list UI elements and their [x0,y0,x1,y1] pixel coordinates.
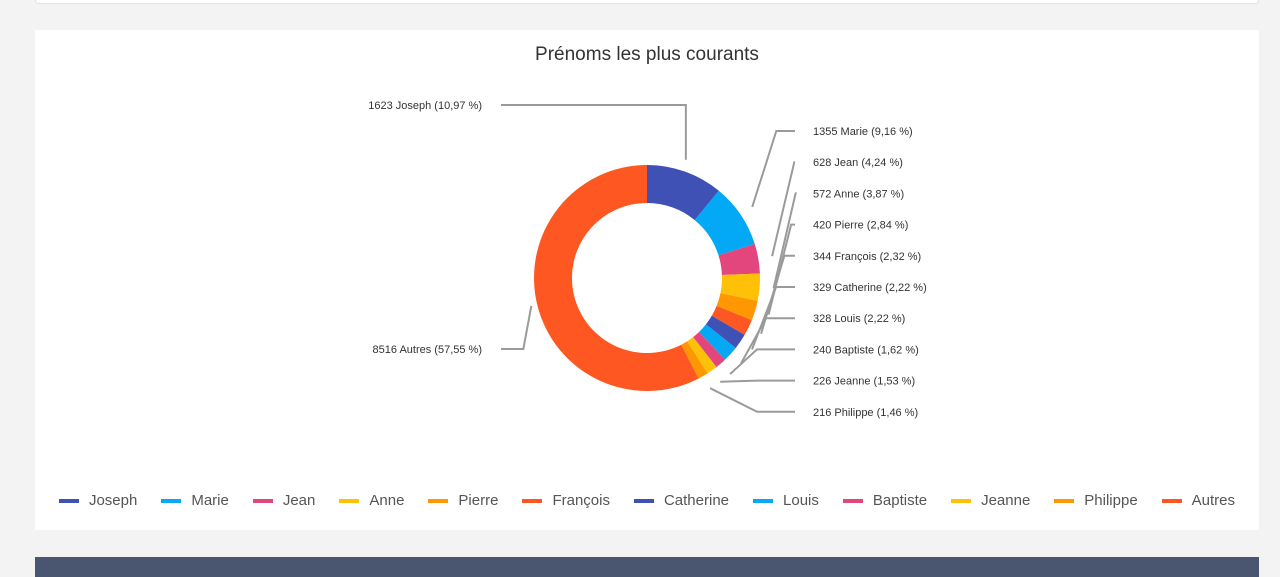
label-connector [740,317,795,364]
slice-joseph[interactable] [647,165,719,221]
data-label: 420 Pierre (2,84 %) [813,220,908,232]
label-connector [767,223,795,315]
data-label: 216 Philippe (1,46 %) [813,407,918,419]
slice-catherine[interactable] [705,315,745,348]
legend-item[interactable]: Baptiste [842,492,928,509]
slice-jean[interactable] [718,243,760,276]
footer-bar [35,557,1259,577]
legend-swatch [58,498,79,503]
legend-label: Pierre [458,492,499,509]
slice-philippe[interactable] [681,341,708,379]
data-label: 8516 Autres (57,55 %) [373,344,482,356]
slice-baptiste[interactable] [693,332,726,368]
chart-title: Prénoms les plus courants [535,44,759,65]
legend-item[interactable]: Jean [252,492,316,509]
legend-item[interactable]: Marie [161,492,229,509]
legend-label: Anne [369,492,405,509]
legend-item[interactable]: Anne [339,492,404,509]
previous-panel [35,0,1259,4]
chart-legend: Joseph Marie Jean Anne Pierre François Catheri… [35,492,1259,509]
legend-label: Jeanne [981,492,1031,509]
legend-swatch [1161,498,1182,503]
slice-louis[interactable] [698,324,736,360]
slice-francois[interactable] [711,305,752,335]
legend-swatch [161,498,182,503]
legend-label: Louis [783,492,819,509]
legend-item[interactable]: Joseph [58,492,138,509]
legend-item[interactable]: Autres [1161,492,1236,509]
legend-label: Catherine [663,492,730,509]
chart-panel: Prénoms les plus courants 1355 Marie (9,… [35,30,1259,530]
data-label: 1355 Marie (9,16 %) [813,126,913,138]
legend-label: François [552,492,610,509]
legend-label: Baptiste [872,492,928,509]
slice-anne[interactable] [720,273,760,301]
label-connector [771,161,796,257]
label-connector [709,387,795,413]
legend-swatch [633,498,654,503]
slice-jeanne[interactable] [687,337,717,374]
legend-item[interactable]: Jeanne [951,492,1030,509]
legend-item[interactable]: Louis [753,492,819,509]
legend-swatch [951,498,972,503]
legend-label: Jean [282,492,316,509]
legend-label: Philippe [1084,492,1138,509]
legend-item[interactable]: Catherine [633,492,730,509]
slice-pierre[interactable] [716,293,758,321]
label-connector [720,379,795,383]
legend-swatch [252,498,273,503]
data-label: 328 Louis (2,22 %) [813,313,905,325]
legend-label: Marie [191,492,229,509]
label-connector [772,192,797,289]
slice-autres[interactable] [533,165,699,391]
data-label: 344 François (2,32 %) [813,251,921,263]
legend-swatch [753,498,774,503]
donut-chart: 1355 Marie (9,16 %) 628 Jean (4,24 %) 572 … [368,100,927,419]
label-connector [729,348,795,375]
legend-swatch [1054,498,1075,503]
legend-swatch [522,498,543,503]
legend-swatch [842,498,863,503]
legend-item[interactable]: François [522,492,610,509]
data-label: 1623 Joseph (10,97 %) [368,100,482,112]
label-connector [501,104,687,160]
legend-item[interactable]: Philippe [1054,492,1138,509]
slice-marie[interactable] [694,190,755,256]
legend-label: Joseph [88,492,138,509]
label-connector [501,305,533,350]
data-label: 329 Catherine (2,22 %) [813,282,927,294]
legend-label: Autres [1191,492,1236,509]
data-label: 226 Jeanne (1,53 %) [813,376,915,388]
data-label: 240 Baptiste (1,62 %) [813,344,919,356]
legend-swatch [339,498,360,503]
label-connector [751,130,795,208]
legend-swatch [428,498,449,503]
data-label: 628 Jean (4,24 %) [813,157,903,169]
legend-item[interactable]: Pierre [428,492,498,509]
data-label: 572 Anne (3,87 %) [813,188,904,200]
